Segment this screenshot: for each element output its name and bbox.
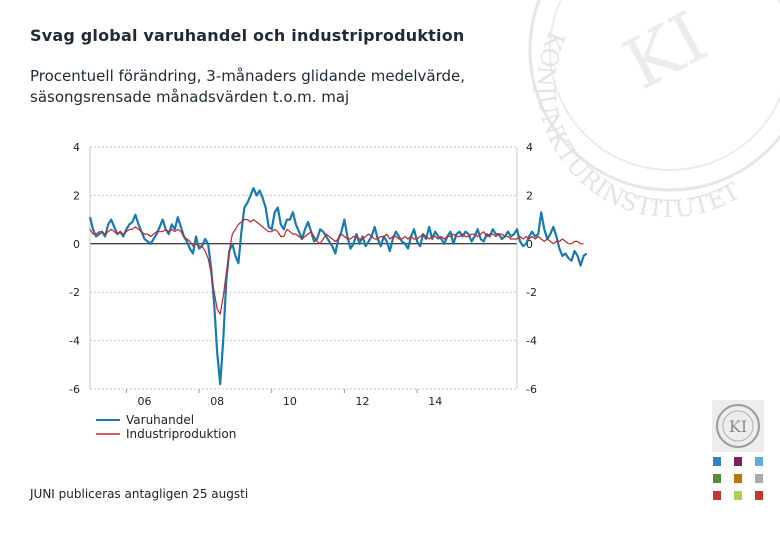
color-swatch [713,457,721,466]
y-tick-left--6: -6 [69,383,80,396]
footnote: JUNI publiceras antagligen 25 augsti [30,487,249,501]
color-swatch [734,474,742,483]
color-swatch [734,457,742,466]
color-swatch [755,491,763,500]
y-tick-left-2: 2 [73,189,80,202]
color-swatch [755,457,763,466]
x-tick-12: 12 [356,395,370,408]
color-swatch [734,491,742,500]
legend-label-industriproduktion: Industriproduktion [126,427,236,441]
subtitle-line-2: säsongsrensade månadsvärden t.o.m. maj [30,88,350,106]
y-tick-right--6: -6 [526,383,537,396]
y-tick-right--4: -4 [526,335,537,348]
y-tick-left--2: -2 [69,286,80,299]
series-line-industriproduktion [89,219,584,315]
x-tick-08: 08 [210,395,224,408]
ki-logo: KI [712,400,764,452]
y-tick-left-0: 0 [73,238,80,251]
color-swatch [713,474,721,483]
y-tick-left--4: -4 [69,335,80,348]
axes [89,147,518,393]
y-tick-right-2: 2 [526,189,533,202]
x-tick-06: 06 [138,395,152,408]
y-tick-right-0: 0 [526,238,533,251]
chart-title: Svag global varuhandel och industriprodu… [30,26,465,45]
chart-subtitle: Procentuell förändring, 3-månaders glida… [30,66,590,108]
y-tick-right--2: -2 [526,286,537,299]
x-tick-10: 10 [283,395,297,408]
color-swatch [713,491,721,500]
y-tick-right-4: 4 [526,141,533,154]
y-tick-left-4: 4 [73,141,80,154]
series-line-varuhandel [88,187,588,386]
series-lines [88,187,588,386]
grid-lines [90,146,517,390]
y-axis-left-ticks: 4 2 0 -2 -4 -6 [69,141,80,396]
ki-logo-text: KI [729,417,747,436]
watermark-seal: KONJUNKTURINSTITUTET KI [528,0,780,220]
subtitle-line-1: Procentuell förändring, 3-månaders glida… [30,67,466,85]
y-axis-right-ticks: 4 2 0 -2 -4 -6 [526,141,537,396]
x-tick-14: 14 [428,395,442,408]
x-axis-ticks: 06 08 10 12 14 [138,395,443,408]
legend-label-varuhandel: Varuhandel [126,413,194,427]
color-swatch [755,474,763,483]
